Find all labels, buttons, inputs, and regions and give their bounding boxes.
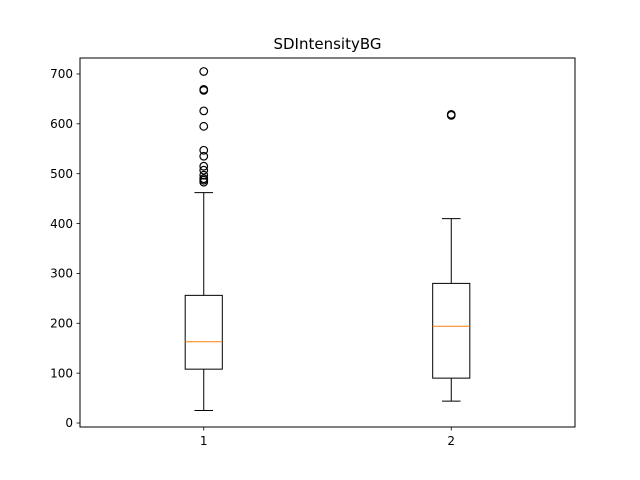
y-tick-label: 100 xyxy=(50,366,73,380)
y-tick-label: 300 xyxy=(50,267,73,281)
outlier-point xyxy=(199,145,209,155)
x-tick-label: 2 xyxy=(447,434,455,448)
y-tick-label: 0 xyxy=(65,416,73,430)
y-tick-label: 500 xyxy=(50,167,73,181)
outlier-point xyxy=(199,165,209,175)
outlier-point xyxy=(199,151,209,161)
y-tick-label: 200 xyxy=(50,316,73,330)
y-tick-label: 700 xyxy=(50,67,73,81)
y-tick-label: 400 xyxy=(50,217,73,231)
iqr-box xyxy=(432,282,471,379)
outlier-point xyxy=(199,85,209,94)
x-tick-label: 1 xyxy=(200,434,208,448)
iqr-box xyxy=(184,294,223,370)
outlier-point xyxy=(199,67,209,76)
outlier-point xyxy=(446,109,456,119)
y-axis: 0 100 200 300 400 500 600 700 xyxy=(50,67,80,430)
box-1 xyxy=(184,67,223,412)
outlier-point xyxy=(199,161,209,171)
outlier-point xyxy=(199,170,209,180)
outlier-point xyxy=(199,121,209,131)
chart-title: SDIntensityBG xyxy=(273,35,381,53)
outlier-point xyxy=(199,174,209,184)
box-2 xyxy=(432,109,471,402)
y-tick-label: 600 xyxy=(50,117,73,131)
outlier-point xyxy=(199,106,209,116)
axes-frame xyxy=(79,57,576,428)
plot-area xyxy=(184,67,471,412)
